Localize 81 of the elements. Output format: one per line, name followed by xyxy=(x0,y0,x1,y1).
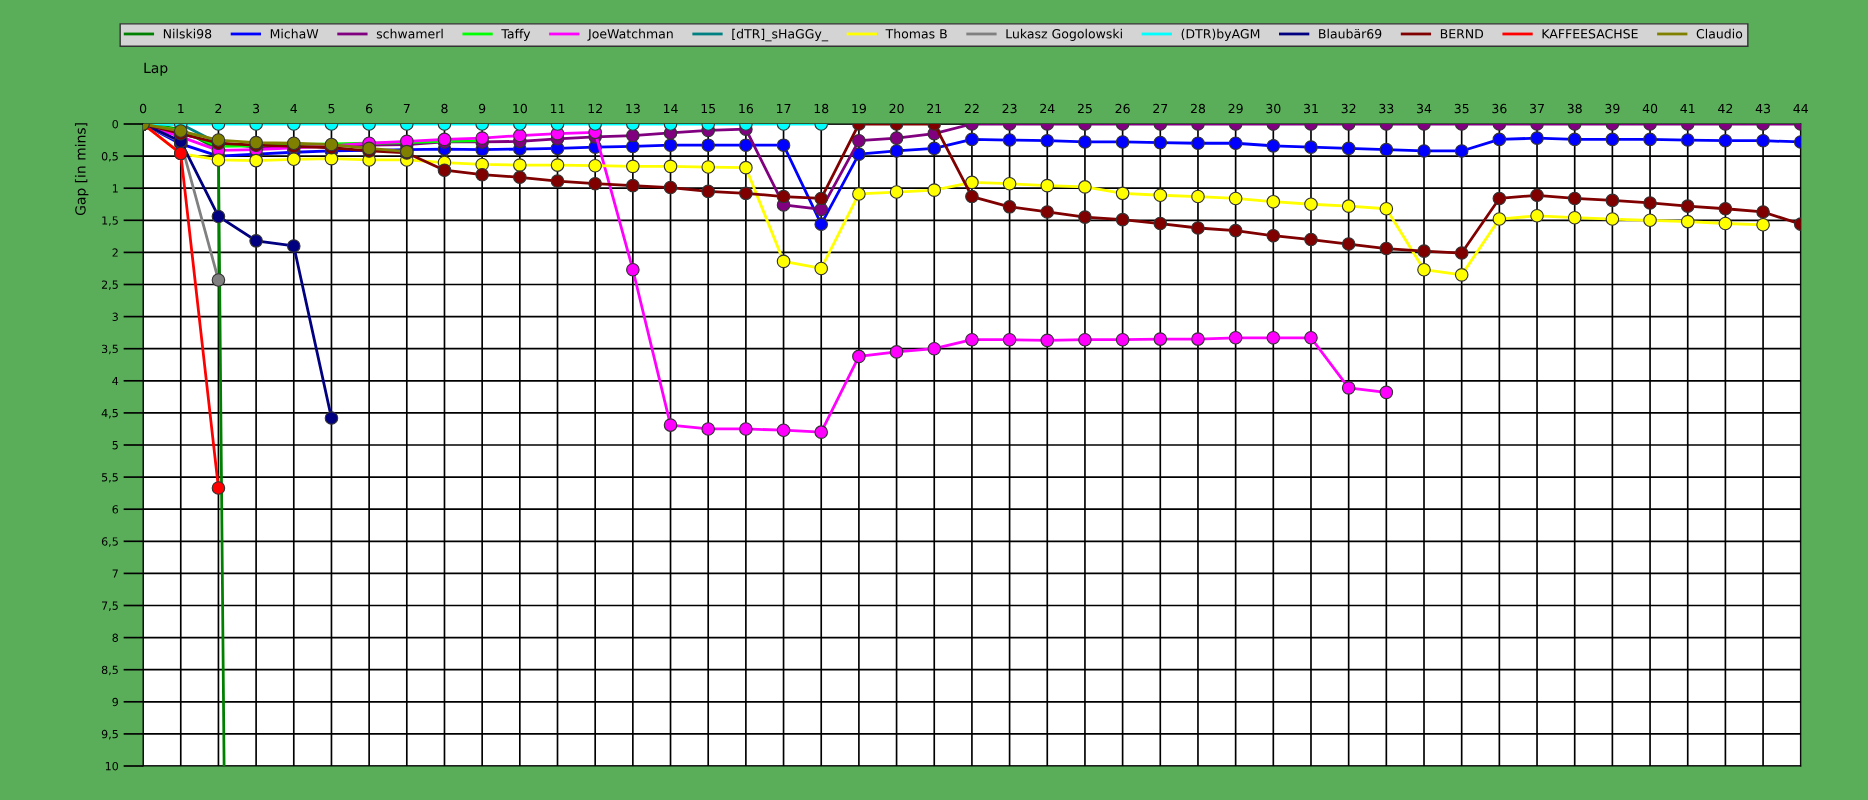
x-tick-label: 36 xyxy=(1492,103,1507,114)
x-tick-label: 3 xyxy=(253,103,260,114)
x-tick-label: 20 xyxy=(889,103,904,114)
x-tick-label: 38 xyxy=(1567,103,1582,114)
x-tick-label: 15 xyxy=(701,103,716,114)
legend-label: BERND xyxy=(1440,29,1484,39)
y-tick-label: 4,5 xyxy=(101,409,118,419)
x-tick-label: 30 xyxy=(1266,103,1281,114)
legend-label: JoeWatchman xyxy=(587,28,673,41)
legend-label: Thomas B xyxy=(885,28,947,39)
x-tick-label: 5 xyxy=(328,103,335,114)
x-tick-label: 1 xyxy=(178,103,184,114)
x-tick-label: 19 xyxy=(852,103,866,114)
x-tick-label: 24 xyxy=(1040,103,1055,114)
x-tick-label: 27 xyxy=(1153,103,1168,114)
x-tick-label: 29 xyxy=(1228,103,1243,114)
x-tick-label: 40 xyxy=(1642,103,1658,114)
y-tick-label: 1,5 xyxy=(102,216,118,226)
legend-label: schwamerl xyxy=(376,28,443,39)
x-tick-label: 7 xyxy=(403,103,410,114)
x-tick-label: 13 xyxy=(626,103,640,114)
x-tick-label: 35 xyxy=(1454,103,1469,114)
x-tick-label: 14 xyxy=(663,103,678,114)
legend-label: Lukasz Gogolowski xyxy=(1006,28,1122,41)
x-tick-label: 11 xyxy=(550,103,565,114)
y-tick-label: 0 xyxy=(112,119,119,129)
y-tick-label: 2 xyxy=(112,248,118,257)
x-tick-label: 21 xyxy=(927,103,942,114)
y-tick-label: 6,5 xyxy=(101,537,118,547)
x-tick-label: 9 xyxy=(478,103,486,114)
y-tick-label: 5 xyxy=(112,441,118,450)
legend-label: Blaubär69 xyxy=(1319,28,1382,39)
x-tick-label: 22 xyxy=(964,103,979,114)
x-tick-label: 4 xyxy=(290,103,298,114)
x-tick-label: 31 xyxy=(1303,103,1318,114)
x-tick-label: 16 xyxy=(739,103,754,114)
y-tick-label: 7 xyxy=(112,569,118,578)
y-tick-label: 9 xyxy=(112,697,118,707)
y-tick-label: 9,5 xyxy=(101,729,118,740)
x-tick-label: 26 xyxy=(1115,103,1130,114)
x-tick-label: 43 xyxy=(1755,103,1771,114)
x-tick-label: 0 xyxy=(139,103,147,114)
x-tick-label: 18 xyxy=(814,103,829,114)
y-tick-label: 1 xyxy=(112,184,118,193)
x-tick-label: 37 xyxy=(1530,103,1544,114)
x-tick-label: 34 xyxy=(1417,103,1432,114)
y-tick-label: 5,5 xyxy=(101,473,118,483)
y-tick-label: 10 xyxy=(105,761,119,771)
y-axis-title: Gap [in mins] xyxy=(74,123,89,216)
x-tick-label: 8 xyxy=(441,103,448,114)
x-tick-label: 44 xyxy=(1793,103,1808,114)
legend-label: [dTR]_sHaGGy_ xyxy=(732,28,829,42)
legend-label: Taffy xyxy=(501,28,531,41)
y-tick-label: 3 xyxy=(112,312,118,321)
x-tick-label: 6 xyxy=(366,103,373,114)
y-tick-label: 0,5 xyxy=(101,152,118,162)
x-tick-label: 33 xyxy=(1379,103,1394,114)
x-tick-label: 42 xyxy=(1718,103,1733,114)
x-tick-label: 39 xyxy=(1605,103,1620,114)
x-tick-label: 12 xyxy=(588,103,602,114)
legend-label: MichaW xyxy=(270,28,319,39)
x-tick-label: 32 xyxy=(1341,103,1356,114)
x-tick-label: 41 xyxy=(1680,103,1695,114)
legend-label: (DTR)byAGM xyxy=(1181,28,1260,41)
x-tick-label: 25 xyxy=(1077,103,1092,114)
x-tick-label: 17 xyxy=(776,103,791,114)
legend-label: Claudio xyxy=(1696,28,1743,39)
x-tick-label: 2 xyxy=(215,103,222,114)
y-tick-label: 6 xyxy=(112,505,119,514)
y-tick-label: 8,5 xyxy=(101,665,118,676)
legend-label: Nilski98 xyxy=(163,28,212,39)
x-tick-label: 28 xyxy=(1190,103,1206,114)
x-axis-title: Lap xyxy=(144,62,168,76)
y-tick-label: 7,5 xyxy=(102,601,118,612)
legend-label: KAFFEESACHSE xyxy=(1542,29,1638,39)
y-tick-label: 8 xyxy=(112,633,119,642)
y-tick-label: 3,5 xyxy=(101,344,118,355)
y-tick-label: 4 xyxy=(112,376,119,386)
y-tick-label: 2,5 xyxy=(101,280,118,291)
x-tick-label: 23 xyxy=(1002,103,1017,114)
x-tick-label: 10 xyxy=(513,103,527,114)
